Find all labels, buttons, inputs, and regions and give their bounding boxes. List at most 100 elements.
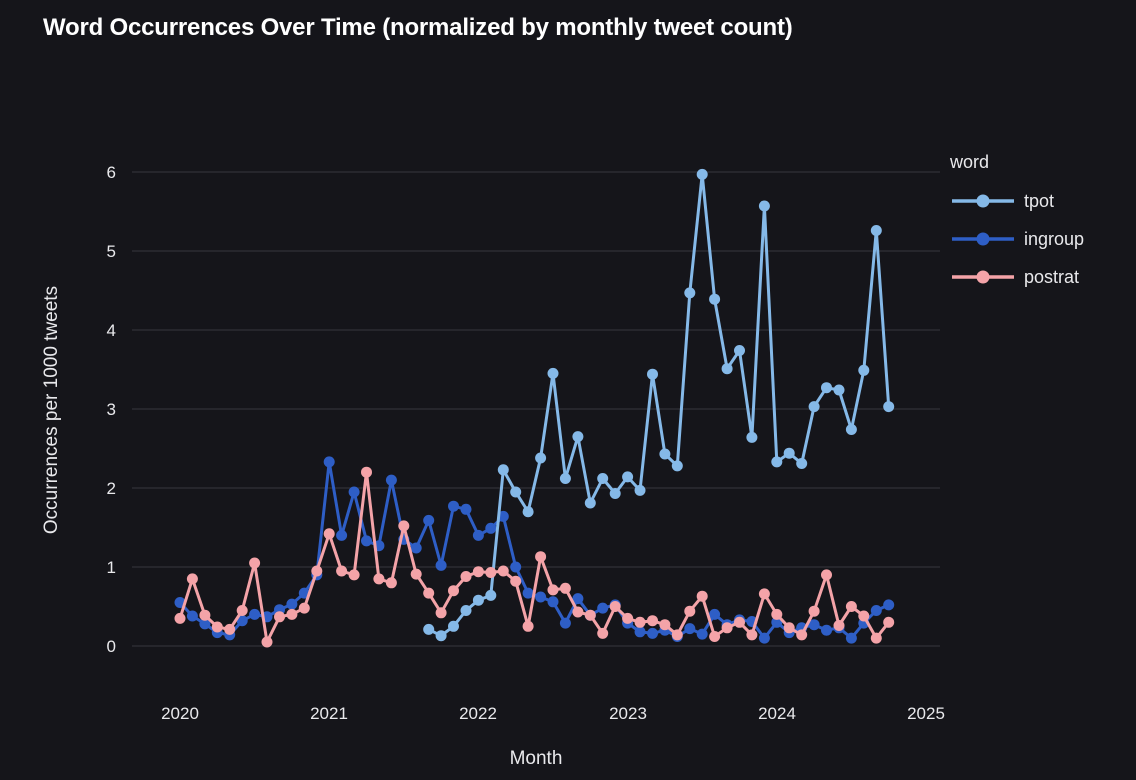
series-postrat-point [199,609,211,621]
series-postrat-point [261,636,273,648]
series-postrat-point [448,585,459,597]
series-tpot-point [771,456,783,468]
series-tpot-point [448,620,459,632]
y-axis: 0 1 2 3 4 5 6 [107,163,116,656]
series-tpot-point [671,460,683,472]
series-ingroup-point [522,587,534,599]
series-postrat-point [821,569,832,581]
x-axis: 2020 2021 2022 2023 2024 2025 [161,704,945,723]
series-postrat-point [696,590,708,602]
series-postrat-point [186,573,198,585]
legend-dot-swatch [976,232,990,246]
series-tpot-point [634,484,646,496]
legend-label: postrat [1024,267,1079,287]
series-tpot-point [758,200,770,212]
legend-item-postrat: postrat [952,267,1079,287]
series-ingroup-point [497,510,509,522]
series-ingroup-point [883,599,895,611]
series-postrat-point [671,629,683,641]
x-axis-title: Month [510,748,563,769]
series-postrat-point [485,567,497,578]
series-postrat-point [634,616,646,628]
series-tpot-point [783,447,795,459]
series-postrat-point [472,566,484,578]
series-tpot-point [734,345,745,356]
series-ingroup-point [236,615,248,627]
series-tpot-point [472,594,484,606]
series-tpot-point [435,630,447,642]
series-ingroup-point [684,623,696,635]
y-tick-label: 3 [107,400,116,419]
series-postrat-point [647,615,658,627]
series-tpot-point [423,623,435,635]
series-ingroup-point [870,605,882,616]
series-tpot-point [746,431,758,443]
series-ingroup-point [448,500,459,512]
series-ingroup-point [510,561,522,573]
series-postrat-point [734,616,745,628]
series-postrat-point [249,557,261,569]
legend-label: ingroup [1024,229,1084,249]
y-tick-label: 0 [107,637,116,656]
series-ingroup-point [460,503,472,515]
series-postrat-point [460,571,472,582]
series-ingroup-point [472,529,484,541]
series-ingroup-point [199,618,211,630]
series-ingroup-point [845,632,857,644]
series-postrat-point [535,551,547,563]
series-ingroup-point [634,626,646,638]
series-postrat-point [746,629,758,641]
series-tpot-point [460,605,472,616]
x-tick-label: 2021 [310,704,348,723]
series-postrat-point [870,632,882,644]
series-postrat-line [178,470,891,644]
series-postrat-point [311,565,323,577]
series-ingroup-point [423,514,435,526]
series-ingroup-point [485,522,497,534]
legend-title: word [949,152,989,172]
series-postrat-point [361,466,372,478]
series-postrat-point [572,606,584,618]
series-ingroup-point [186,610,198,622]
legend-label: tpot [1024,191,1054,211]
series-ingroup-point [361,535,372,547]
series-ingroup-point [821,624,832,636]
series-postrat-point [584,609,596,621]
series-postrat-point [323,528,335,540]
series-ingroup-point [410,542,422,554]
series-ingroup-point [808,619,820,631]
series-postrat-point [423,587,435,599]
series-ingroup-point [572,593,584,605]
y-tick-label: 1 [107,558,116,577]
series-tpot-point [584,497,596,509]
series-postrat-point [559,582,571,594]
y-tick-label: 4 [107,321,116,340]
series-postrat-point [274,611,285,623]
series-postrat-point [709,631,721,642]
legend: word tpot ingroup postrat [949,152,1084,287]
series-postrat-point [597,627,609,639]
series-tpot-point [597,473,609,484]
y-tick-label: 6 [107,163,116,182]
series-tpot-point [796,458,808,469]
series-tpot [423,168,895,642]
series-postrat-point [385,577,397,589]
series-postrat-point [224,623,236,635]
legend-dot-swatch [976,270,990,284]
series-postrat-point [410,568,422,580]
series-ingroup-point [709,608,721,620]
series-tpot-point [870,225,882,236]
series-ingroup-point [758,632,770,644]
series-postrat-point [348,569,360,581]
series-ingroup-point [696,628,708,640]
series-tpot-point [547,367,559,379]
x-tick-label: 2023 [609,704,647,723]
chart-title: Word Occurrences Over Time (normalized b… [43,14,793,41]
series-postrat-point [510,575,522,587]
series-postrat-point [497,565,509,577]
y-axis-title: Occurrences per 1000 tweets [41,286,62,534]
series-tpot-point [883,401,895,413]
x-tick-label: 2020 [161,704,199,723]
series-tpot-point [833,384,845,396]
series-postrat-point [609,601,621,612]
